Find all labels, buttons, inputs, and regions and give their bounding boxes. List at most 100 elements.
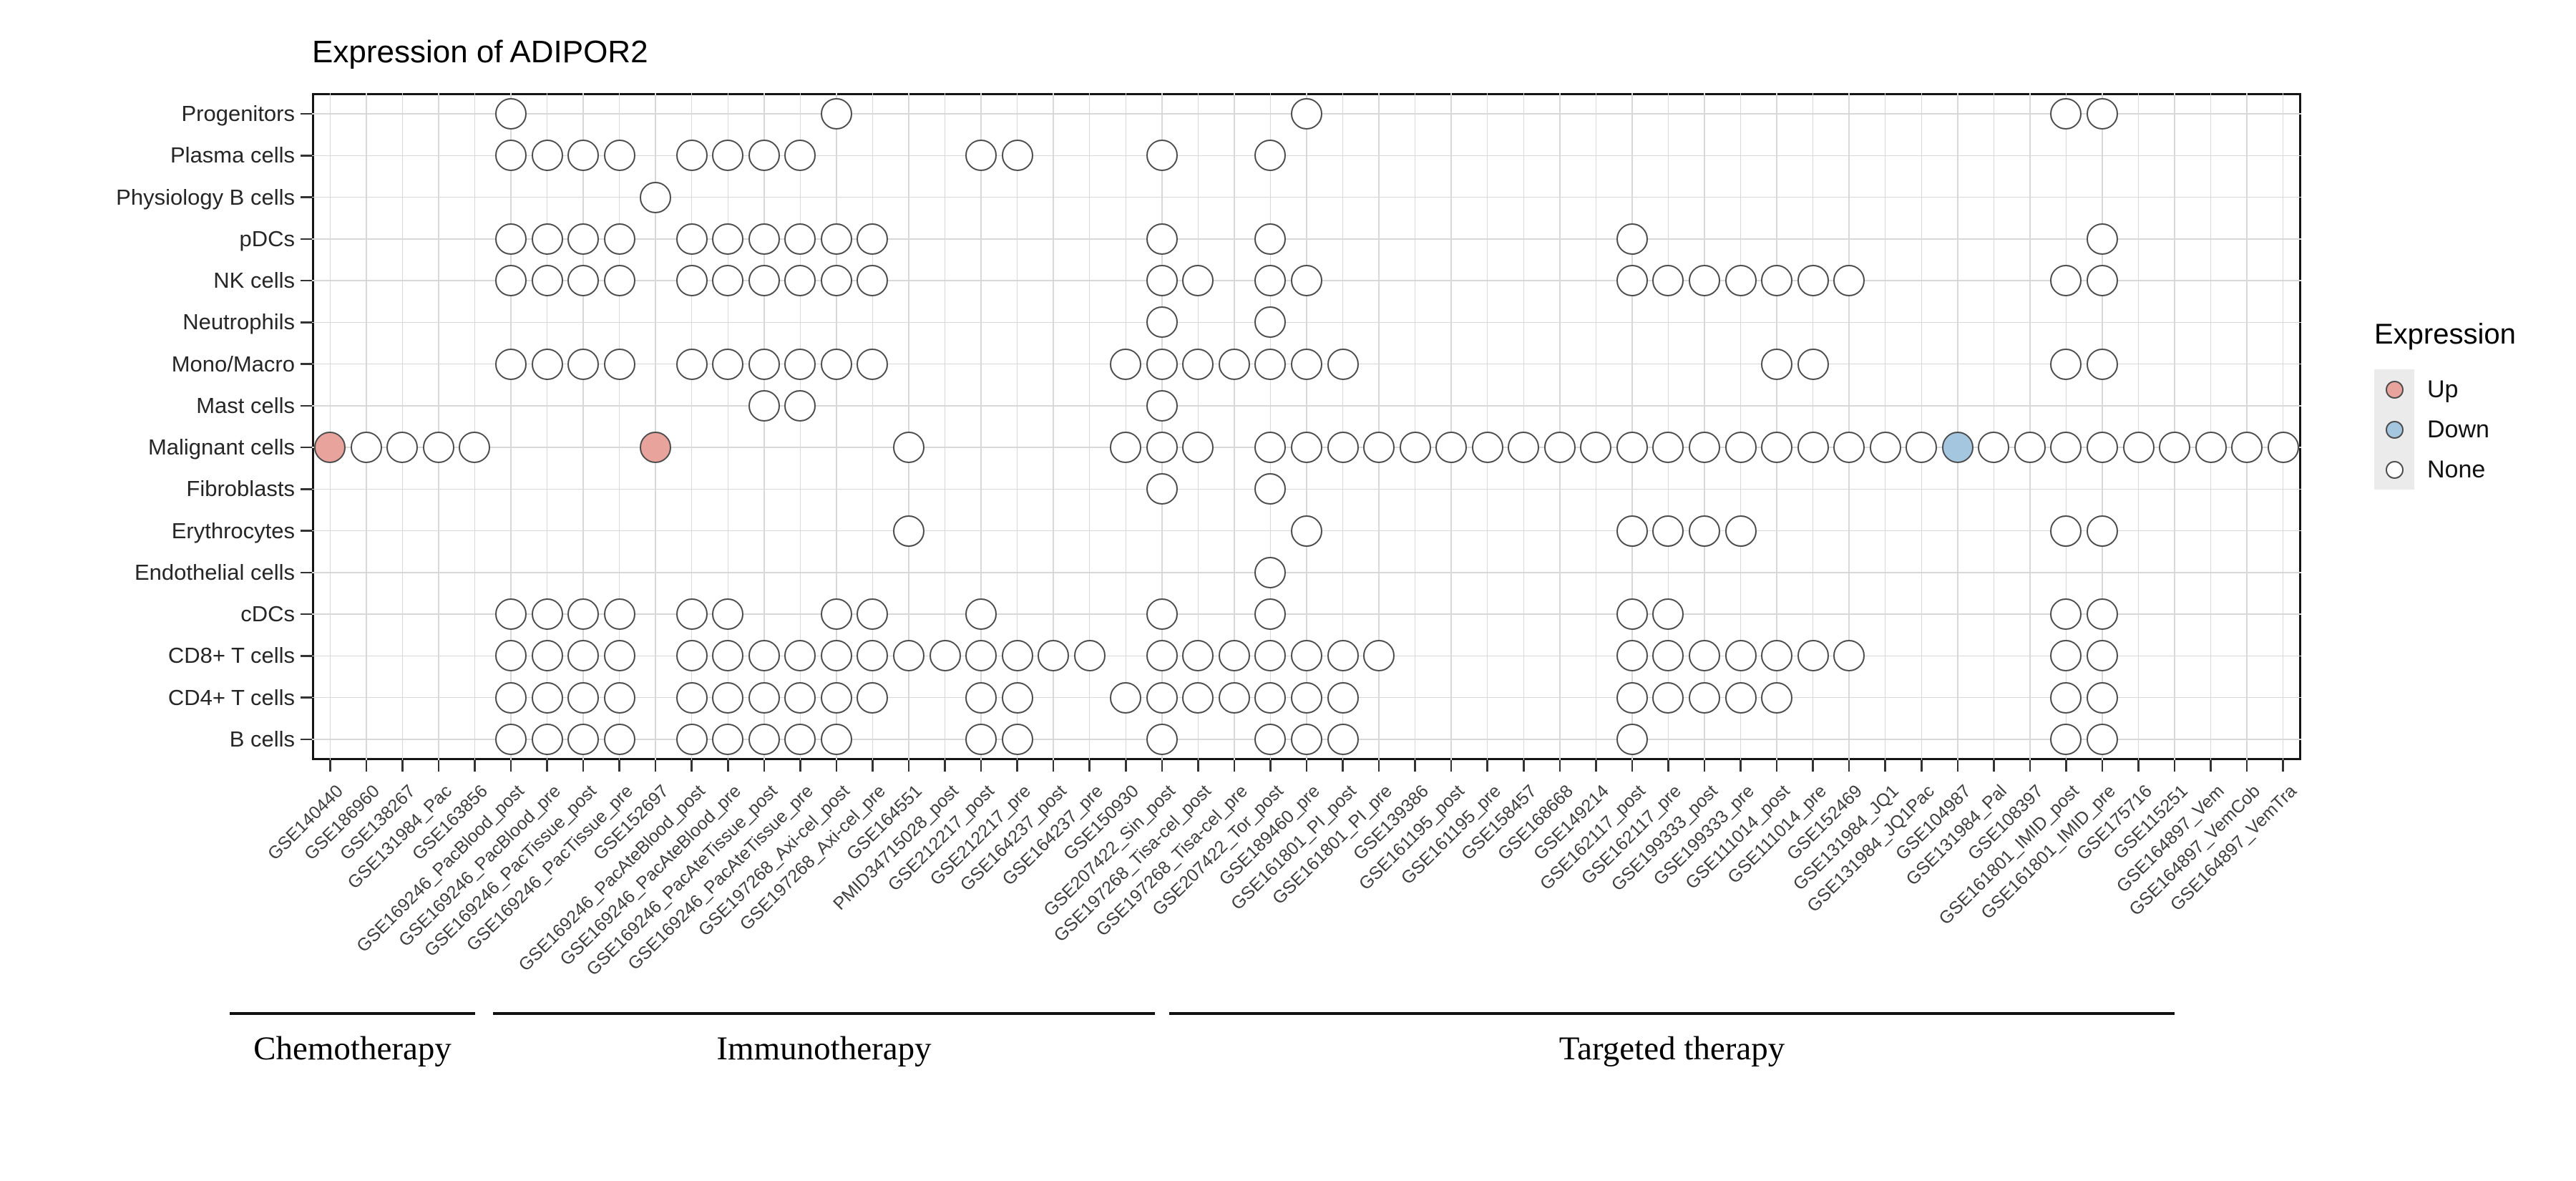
dot-none (1327, 723, 1359, 755)
dot-none (1146, 389, 1178, 422)
x-axis-tick (1523, 760, 1525, 772)
dot-none (1182, 265, 1214, 297)
y-axis-label: Mast cells (196, 392, 295, 418)
x-axis-tick (1486, 760, 1488, 772)
dot-none (1291, 640, 1322, 672)
y-axis-tick (301, 112, 312, 115)
legend-swatch-none-icon (2385, 460, 2404, 479)
x-axis-tick (618, 760, 620, 772)
gridline-vertical (2102, 93, 2103, 760)
dot-none (1254, 556, 1287, 588)
dot-none (748, 640, 780, 672)
dot-none (2087, 723, 2118, 755)
dot-none (712, 223, 744, 255)
x-axis-tick (799, 760, 801, 772)
dot-none (1616, 723, 1648, 755)
dot-none (1291, 515, 1322, 547)
dot-none (2050, 265, 2082, 297)
gridline-vertical (2174, 93, 2175, 760)
gridline-horizontal (312, 613, 2301, 615)
dot-none (603, 348, 635, 380)
dot-none (1291, 681, 1322, 714)
gridline-vertical (2282, 93, 2284, 760)
x-axis-tick (1342, 760, 1344, 772)
dot-none (2087, 681, 2118, 714)
dot-none (1616, 598, 1648, 631)
dot-none (1761, 265, 1793, 297)
dot-none (784, 265, 816, 297)
y-axis-tick (301, 279, 312, 282)
y-axis-label: pDCs (239, 225, 295, 251)
therapy-group-label: Immunotherapy (716, 1030, 932, 1067)
dot-none (495, 681, 527, 714)
therapy-group-label: Targeted therapy (1558, 1030, 1785, 1067)
dot-none (495, 140, 527, 172)
gridline-vertical (691, 93, 693, 760)
dot-none (820, 265, 852, 297)
dot-none (1110, 681, 1142, 714)
y-axis-tick (301, 404, 312, 407)
dot-none (1038, 640, 1070, 672)
y-axis-label: Progenitors (181, 101, 295, 127)
y-axis-tick (301, 530, 312, 532)
dot-none (1724, 681, 1757, 714)
x-axis-tick (509, 760, 512, 772)
dot-none (2087, 598, 2118, 631)
therapy-group-label: Chemotherapy (253, 1030, 452, 1067)
gridline-vertical (1812, 93, 1814, 760)
dot-none (1689, 681, 1720, 714)
gridline-vertical (1631, 93, 1633, 760)
dot-none (1001, 140, 1033, 172)
gridline-vertical (510, 93, 512, 760)
dot-none (1254, 432, 1287, 464)
x-axis-tick (1775, 760, 1778, 772)
legend-title: Expression (2374, 319, 2516, 350)
dot-none (1363, 640, 1395, 672)
gridline-vertical (1161, 93, 1163, 760)
dot-none (1146, 348, 1178, 380)
x-axis-tick (2245, 760, 2248, 772)
gridline-vertical (582, 93, 584, 760)
dot-none (567, 348, 600, 380)
dot-none (784, 389, 816, 422)
x-axis-tick (1921, 760, 1923, 772)
gridline-vertical (1125, 93, 1127, 760)
legend-swatch-up-icon (2385, 380, 2404, 399)
gridline-vertical (655, 93, 656, 760)
dot-none (603, 598, 635, 631)
dot-none (2087, 348, 2118, 380)
x-axis-tick (727, 760, 729, 772)
x-axis-tick (907, 760, 910, 772)
gridline-vertical (944, 93, 946, 760)
gridline-vertical (1776, 93, 1777, 760)
dot-none (1001, 681, 1033, 714)
dot-none (1435, 432, 1468, 464)
dot-none (1689, 432, 1720, 464)
dot-none (2050, 515, 2082, 547)
dot-none (567, 640, 600, 672)
dot-down (1941, 432, 1974, 464)
gridline-vertical (1450, 93, 1452, 760)
dot-none (1146, 473, 1178, 505)
x-axis-tick (1269, 760, 1272, 772)
dot-none (1797, 265, 1829, 297)
gridline-vertical (1306, 93, 1307, 760)
dot-none (1291, 432, 1322, 464)
gridline-vertical (1234, 93, 1235, 760)
gridline-vertical (474, 93, 476, 760)
gridline-vertical (546, 93, 548, 760)
gridline-vertical (1269, 93, 1272, 760)
dot-none (1110, 348, 1142, 380)
y-axis-tick (301, 613, 312, 616)
dot-none (1291, 723, 1322, 755)
dot-none (857, 681, 889, 714)
dot-none (929, 640, 961, 672)
legend-key (2374, 409, 2414, 449)
x-axis-tick (1161, 760, 1163, 772)
dot-none (820, 640, 852, 672)
dot-none (495, 640, 527, 672)
dot-none (1616, 432, 1648, 464)
legend-item-label: None (2427, 455, 2486, 483)
x-axis-tick (2282, 760, 2284, 772)
